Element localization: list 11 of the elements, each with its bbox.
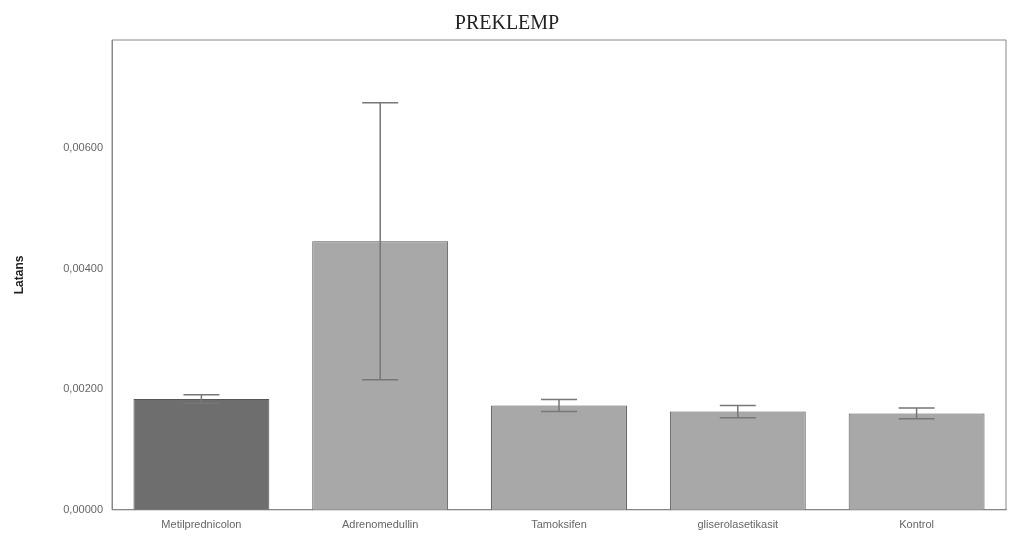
y-tick-label: 0,00400 xyxy=(63,261,103,274)
chart-title: PREKLEMP xyxy=(454,11,560,34)
y-tick-label: 0,00600 xyxy=(63,141,103,154)
x-tick-label: gliserolasetikasit xyxy=(697,518,779,531)
x-tick-label: Tamoksifen xyxy=(531,518,587,531)
x-tick-label: Kontrol xyxy=(899,518,935,531)
x-tick-label: Adrenomedullin xyxy=(341,518,419,531)
y-tick-label: 0,00000 xyxy=(63,502,103,515)
y-tick-label: 0,00200 xyxy=(63,382,103,395)
x-tick-label: Metilprednicolon xyxy=(161,518,242,531)
y-axis-title: Latans xyxy=(11,255,26,295)
